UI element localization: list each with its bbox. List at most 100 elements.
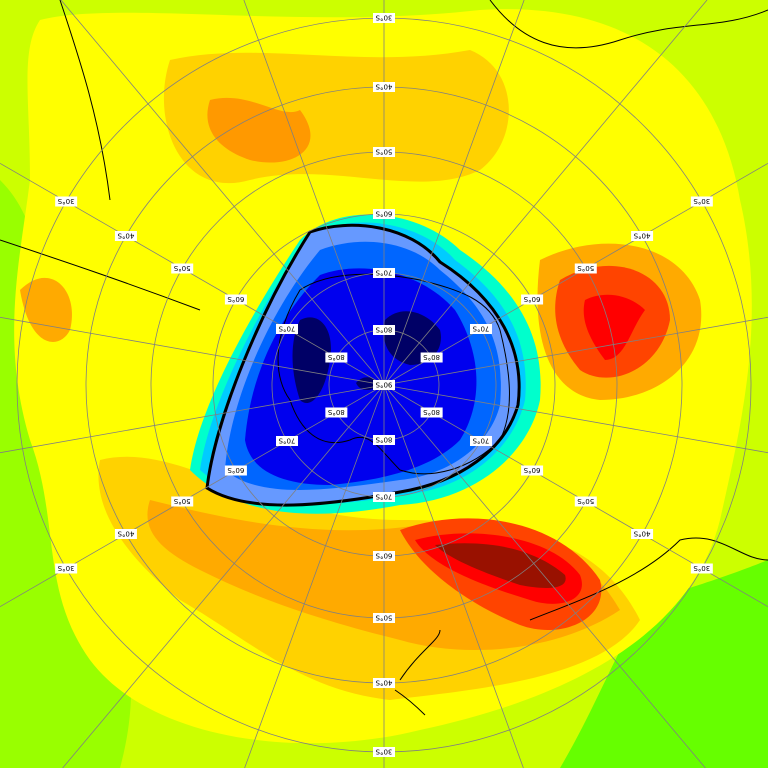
latitude-label-text: 70°S xyxy=(278,437,295,445)
latitude-label: 80°S xyxy=(325,407,348,418)
latitude-label-background xyxy=(420,352,443,363)
latitude-label: 60°S xyxy=(224,294,247,305)
latitude-label: 80°S xyxy=(420,407,443,418)
latitude-label-background xyxy=(574,496,597,507)
new-zealand-coast xyxy=(394,629,441,716)
latitude-label-background xyxy=(574,263,597,274)
field-dark-red-south xyxy=(435,543,566,588)
latitude-label: 50°S xyxy=(574,263,597,274)
latitude-label-text: 80°S xyxy=(327,353,344,361)
latitude-label-text: 30°S xyxy=(693,197,710,205)
latitude-label-text: 50°S xyxy=(173,497,190,505)
meridian-line xyxy=(383,316,768,386)
meridian-line xyxy=(62,384,385,768)
latitude-label: 50°S xyxy=(574,496,597,507)
latitude-label-text: 60°S xyxy=(523,295,540,303)
latitude-label-background xyxy=(373,268,395,278)
latitude-label-text: 50°S xyxy=(577,264,594,272)
meridian-line xyxy=(383,0,525,386)
latitude-label-background xyxy=(325,352,348,363)
latitude-label: 40°S xyxy=(631,231,654,241)
latitude-label: 40°S xyxy=(373,82,395,92)
latitude-labels: 90°S 80°S 80°S 80°S 80°S 80°S 80°S 70°S 70°S 70°S… xyxy=(55,13,713,757)
latitude-label-text: 30°S xyxy=(375,14,392,22)
latitude-label-background xyxy=(171,496,194,507)
latitude-label-text: 40°S xyxy=(117,530,134,538)
latitude-label-background xyxy=(690,563,713,574)
latitude-label-text: 40°S xyxy=(633,232,650,240)
latitude-label: 90°S xyxy=(373,380,395,390)
latitude-label: 30°S xyxy=(55,563,78,574)
latitude-label: 50°S xyxy=(171,496,194,507)
latitude-label-background xyxy=(469,436,492,446)
latitude-label-background xyxy=(373,380,395,390)
latitude-label-text: 70°S xyxy=(472,325,489,333)
latitude-label-background xyxy=(521,294,544,305)
latitude-label-background xyxy=(224,294,247,305)
meridian-line xyxy=(383,0,708,386)
coastlines xyxy=(0,0,768,716)
hole-boundary-contour xyxy=(205,223,521,507)
latitude-label-text: 30°S xyxy=(693,564,710,572)
latitude-label-background xyxy=(631,529,654,539)
latitude-label: 30°S xyxy=(55,196,78,207)
latitude-label: 60°S xyxy=(521,294,544,305)
latitude-label: 70°S xyxy=(276,436,299,446)
latitude-label: 80°S xyxy=(373,435,395,445)
field-orange-north xyxy=(207,97,311,163)
south-america-coast xyxy=(59,0,111,201)
latitude-label-text: 40°S xyxy=(375,679,392,687)
latitude-label-text: 50°S xyxy=(173,264,190,272)
latitude-label-background xyxy=(325,407,348,418)
latitude-label-background xyxy=(373,747,395,757)
latitude-label-text: 40°S xyxy=(633,530,650,538)
latitude-label: 40°S xyxy=(631,529,654,539)
latitude-label-text: 40°S xyxy=(375,83,392,91)
ozone-hole xyxy=(190,214,541,514)
latitude-label: 30°S xyxy=(690,563,713,574)
latitude-label-background xyxy=(373,147,395,157)
latitude-label: 30°S xyxy=(373,747,395,757)
latitude-label: 70°S xyxy=(276,324,299,334)
latitude-label-background xyxy=(373,82,395,92)
africa-coast xyxy=(489,0,768,49)
latitude-label-background xyxy=(55,196,78,207)
south-america-tip xyxy=(0,239,201,311)
latitude-label: 30°S xyxy=(690,196,713,207)
latitude-label-background xyxy=(373,435,395,445)
latitude-label-background xyxy=(373,13,395,23)
latitude-label-text: 50°S xyxy=(375,614,392,622)
meridian-line xyxy=(243,0,385,386)
latitude-label-background xyxy=(373,209,395,219)
latitude-label: 40°S xyxy=(114,529,137,539)
latitude-label: 50°S xyxy=(373,613,395,623)
latitude-label-text: 60°S xyxy=(227,466,244,474)
latitude-label-text: 30°S xyxy=(375,748,392,756)
latitude-label-text: 30°S xyxy=(57,564,74,572)
latitude-label-background xyxy=(521,465,544,476)
latitude-label-text: 60°S xyxy=(227,295,244,303)
latitude-label: 70°S xyxy=(469,436,492,446)
latitude-label-text: 60°S xyxy=(523,466,540,474)
latitude-label-background xyxy=(373,613,395,623)
latitude-label-background xyxy=(373,492,395,502)
meridian-line xyxy=(383,384,706,768)
latitude-label-text: 60°S xyxy=(375,210,392,218)
latitude-label-text: 70°S xyxy=(278,325,295,333)
hole-navy-west xyxy=(292,317,331,404)
latitude-label-text: 90°S xyxy=(375,381,392,389)
latitude-label-background xyxy=(373,325,395,335)
latitude-label-text: 80°S xyxy=(423,353,440,361)
latitude-label-background xyxy=(276,436,299,446)
latitude-label-text: 50°S xyxy=(375,148,392,156)
latitude-label-background xyxy=(171,263,194,274)
latitude-label: 50°S xyxy=(373,147,395,157)
meridian-line xyxy=(244,384,385,768)
latitude-label-background xyxy=(373,551,395,561)
latitude-label: 60°S xyxy=(373,209,395,219)
latitude-label-background xyxy=(420,407,443,418)
latitude-label-background xyxy=(114,231,137,241)
latitude-label-background xyxy=(690,196,713,207)
latitude-label-background xyxy=(276,324,299,334)
